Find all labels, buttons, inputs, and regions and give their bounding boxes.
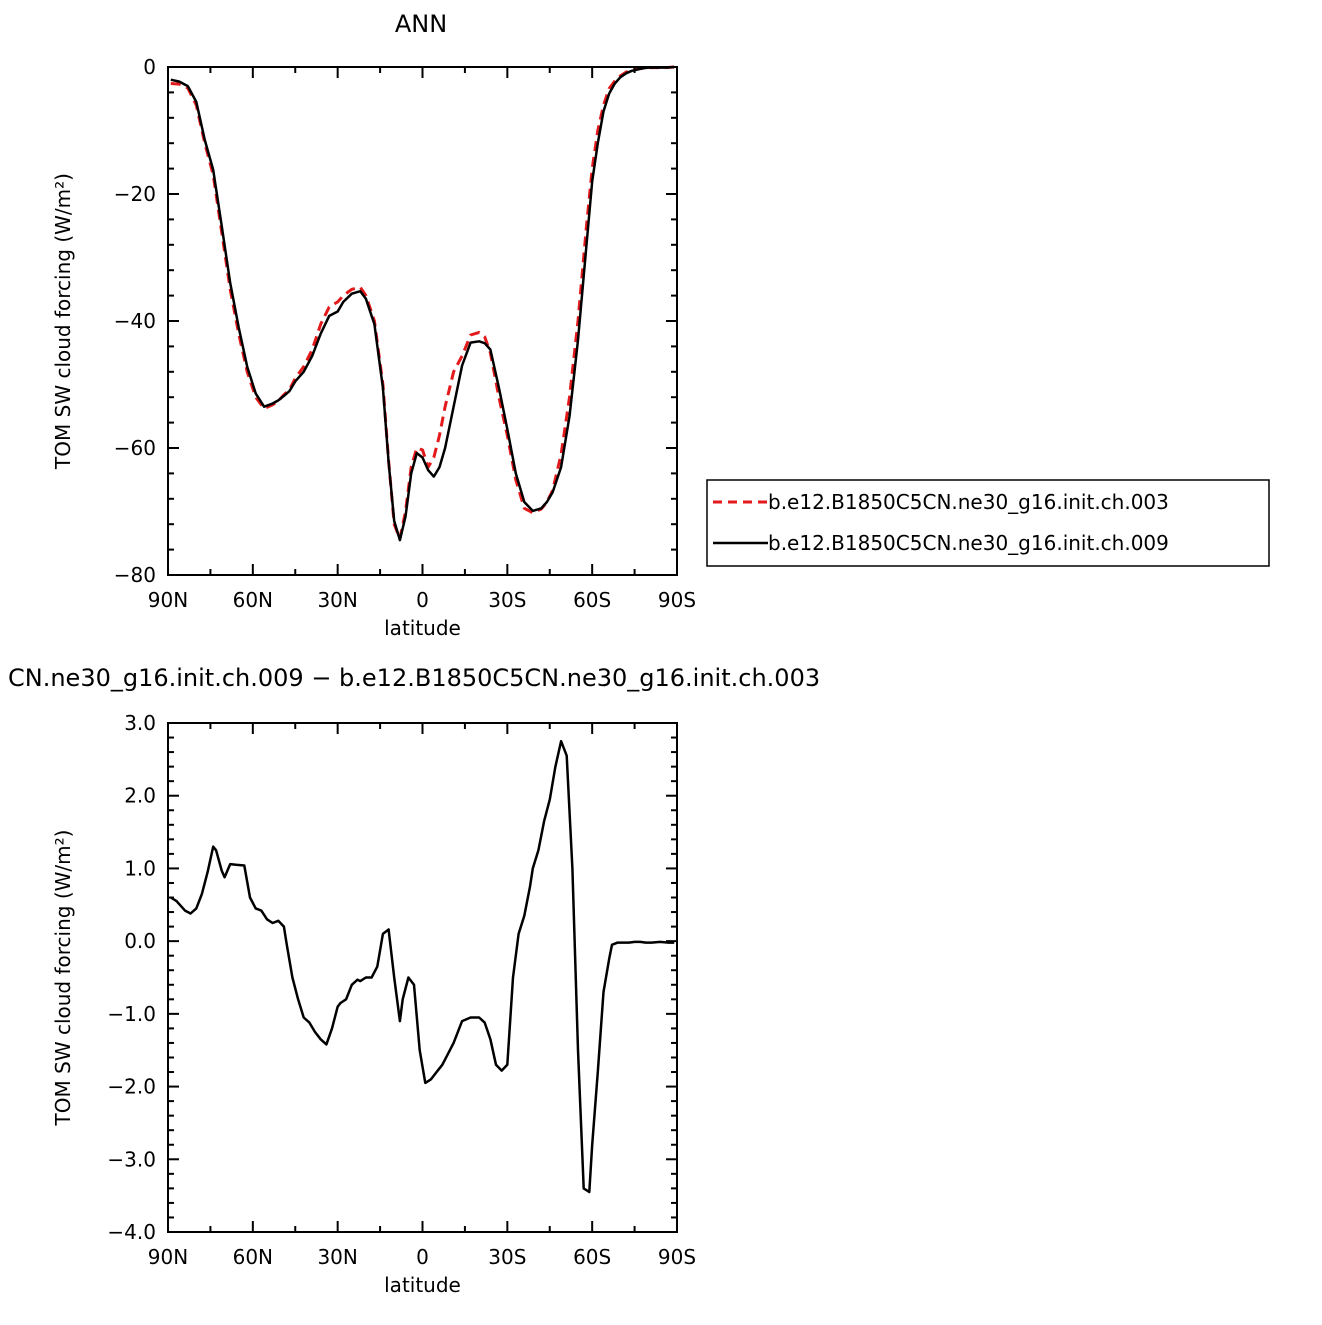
bottom-axis-ticks [167,722,678,1233]
bottom-x-tick-label: 0 [416,1245,429,1269]
top-x-tick-label: 0 [416,588,429,612]
top-panel: ANN 90N 60N 30N 0 30S 60S 90S 0 −20 −40 −60 −80 la… [51,10,696,640]
top-y-tick-label: −20 [114,182,156,206]
top-x-tick-label: 60S [573,588,611,612]
top-y-tick-label: −80 [114,563,156,587]
bottom-series-line-0 [170,739,675,1194]
bottom-y-tick-label: 1.0 [124,856,156,880]
top-x-tick-label: 90S [658,588,696,612]
top-y-tick-labels: 0 −20 −40 −60 −80 [114,55,156,587]
bottom-y-tick-label: −2.0 [107,1075,156,1099]
bottom-x-axis-label: latitude [384,1273,461,1297]
bottom-x-tick-labels: 90N 60N 30N 0 30S 60S 90S [148,1245,696,1269]
top-series-line-1 [170,65,675,542]
top-x-tick-label: 60N [233,588,273,612]
legend-label-009: b.e12.B1850C5CN.ne30_g16.init.ch.009 [768,531,1169,555]
top-x-tick-label: 30S [488,588,526,612]
legend: b.e12.B1850C5CN.ne30_g16.init.ch.003 b.e… [706,479,1270,567]
top-series-layer [170,65,675,542]
top-axis-ticks [167,66,678,576]
bottom-x-tick-label: 30S [488,1245,526,1269]
bottom-x-tick-label: 30N [317,1245,357,1269]
bottom-y-axis-label: TOM SW cloud forcing (W/m²) [51,830,75,1127]
bottom-y-tick-label: −3.0 [107,1147,156,1171]
top-x-axis-label: latitude [384,616,461,640]
top-plot-frame [167,66,678,576]
bottom-plot-frame [167,722,678,1233]
bottom-x-tick-label: 90S [658,1245,696,1269]
bottom-chart-title: CN.ne30_g16.init.ch.009 − b.e12.B1850C5C… [8,664,820,692]
bottom-x-tick-label: 60S [573,1245,611,1269]
legend-label-003: b.e12.B1850C5CN.ne30_g16.init.ch.003 [768,490,1169,514]
bottom-x-tick-label: 90N [148,1245,188,1269]
top-series-line-0 [170,65,675,541]
bottom-y-tick-label: −4.0 [107,1220,156,1244]
legend-box [706,479,1270,567]
bottom-y-tick-label: 3.0 [124,711,156,735]
top-x-tick-labels: 90N 60N 30N 0 30S 60S 90S [148,588,696,612]
top-x-tick-label: 90N [148,588,188,612]
bottom-y-tick-label: 0.0 [124,929,156,953]
top-y-axis-label: TOM SW cloud forcing (W/m²) [51,173,75,470]
top-y-tick-label: −60 [114,436,156,460]
top-chart-title: ANN [395,10,447,38]
bottom-series-layer [170,739,675,1194]
bottom-y-tick-labels: 3.0 2.0 1.0 0.0 −1.0 −2.0 −3.0 −4.0 [107,711,156,1244]
top-x-tick-label: 30N [317,588,357,612]
bottom-panel: CN.ne30_g16.init.ch.009 − b.e12.B1850C5C… [8,664,820,1297]
top-y-tick-label: 0 [143,55,156,79]
top-y-tick-label: −40 [114,309,156,333]
bottom-x-tick-label: 60N [233,1245,273,1269]
bottom-y-tick-label: 2.0 [124,784,156,808]
bottom-y-tick-label: −1.0 [107,1002,156,1026]
